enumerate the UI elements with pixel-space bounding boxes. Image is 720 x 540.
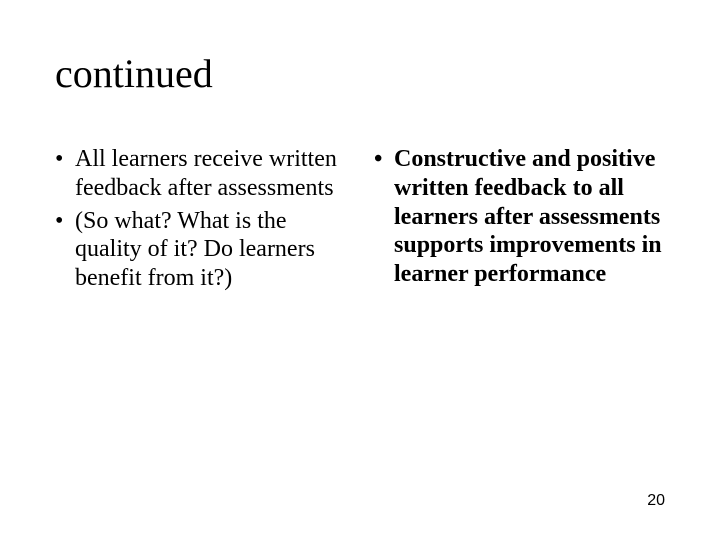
bullet-icon: • — [374, 145, 394, 289]
bullet-text: All learners receive written feedback af… — [75, 145, 346, 203]
bullet-text: Constructive and positive written feedba… — [394, 145, 665, 289]
bullet-text: (So what? What is the quality of it? Do … — [75, 207, 346, 293]
columns-container: • All learners receive written feedback … — [55, 145, 665, 297]
left-column: • All learners receive written feedback … — [55, 145, 346, 297]
slide: continued • All learners receive written… — [0, 0, 720, 540]
right-column: • Constructive and positive written feed… — [374, 145, 665, 297]
page-number: 20 — [647, 492, 665, 510]
slide-title: continued — [55, 50, 665, 97]
bullet-item: • Constructive and positive written feed… — [374, 145, 665, 289]
bullet-item: • All learners receive written feedback … — [55, 145, 346, 203]
bullet-icon: • — [55, 207, 75, 293]
bullet-item: • (So what? What is the quality of it? D… — [55, 207, 346, 293]
bullet-icon: • — [55, 145, 75, 203]
